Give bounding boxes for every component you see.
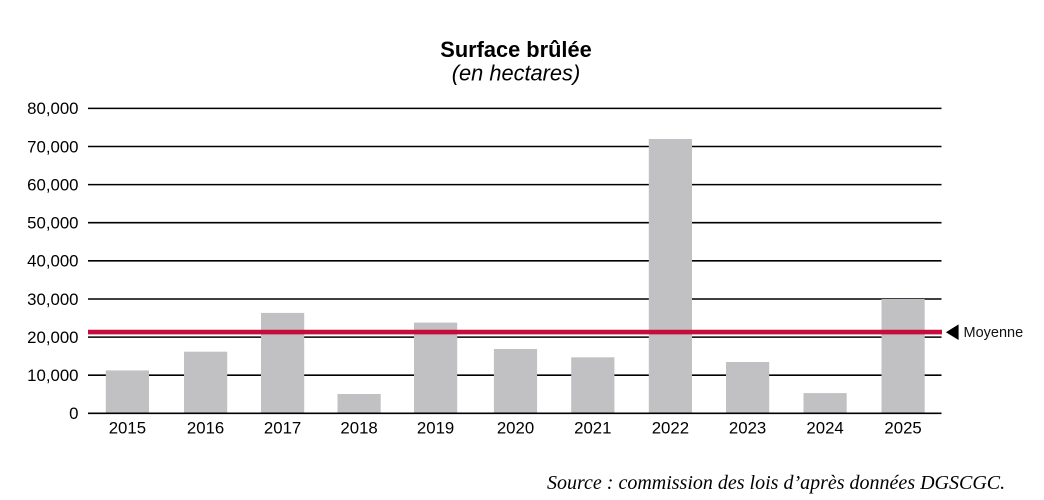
svg-text:2021: 2021 [574, 419, 611, 438]
svg-text:50,000: 50,000 [27, 214, 78, 233]
svg-text:10,000: 10,000 [27, 366, 78, 385]
svg-text:70,000: 70,000 [27, 137, 78, 156]
svg-text:80,000: 80,000 [27, 99, 78, 118]
svg-text:30,000: 30,000 [27, 290, 78, 309]
svg-text:2017: 2017 [264, 419, 301, 438]
svg-text:60,000: 60,000 [27, 175, 78, 194]
svg-text:2020: 2020 [497, 419, 534, 438]
svg-text:Source : commission des lois d: Source : commission des lois d’après don… [547, 472, 1005, 494]
svg-text:2018: 2018 [340, 419, 377, 438]
svg-text:2015: 2015 [109, 419, 146, 438]
svg-text:20,000: 20,000 [27, 328, 78, 347]
svg-text:(en hectares): (en hectares) [452, 61, 580, 86]
svg-text:2022: 2022 [652, 419, 689, 438]
svg-text:2025: 2025 [884, 419, 921, 438]
svg-text:2024: 2024 [806, 419, 843, 438]
svg-text:0: 0 [69, 404, 78, 423]
svg-text:2023: 2023 [729, 419, 766, 438]
svg-text:Surface brûlée: Surface brûlée [440, 37, 591, 62]
svg-text:40,000: 40,000 [27, 252, 78, 271]
svg-text:Moyenne: Moyenne [964, 325, 1024, 341]
svg-text:2016: 2016 [187, 419, 224, 438]
svg-text:2019: 2019 [417, 419, 454, 438]
